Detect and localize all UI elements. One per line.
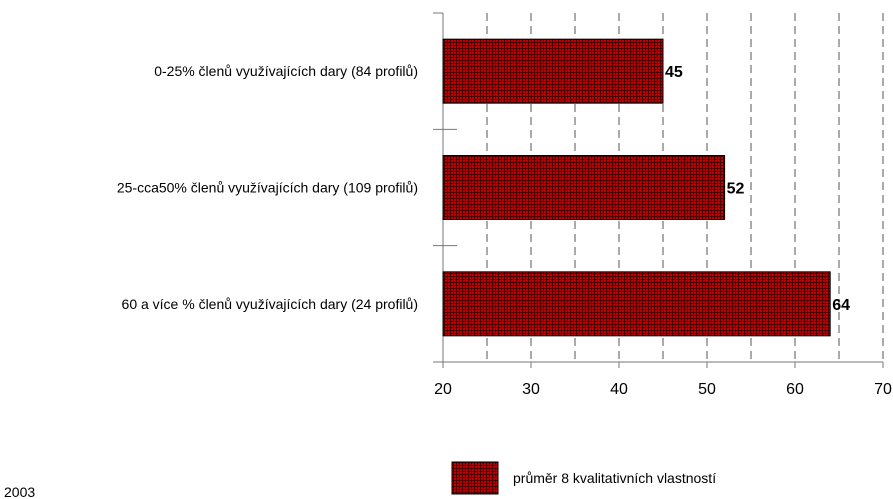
bar: [442, 155, 726, 220]
bars: [442, 38, 831, 337]
data-label: 52: [727, 181, 745, 198]
bar: [442, 271, 831, 337]
x-tick-label: 40: [610, 381, 628, 398]
x-tick-label: 60: [786, 381, 804, 398]
x-tick-label: 70: [874, 381, 892, 398]
data-label: 64: [832, 297, 850, 314]
category-label: 25-cca50% členů využívajících dary (109 …: [117, 180, 418, 196]
legend: průměr 8 kvalitativních vlastností: [451, 461, 716, 495]
data-label: 45: [665, 64, 683, 81]
x-tick-label: 20: [434, 381, 452, 398]
category-labels: 0-25% členů využívajících dary (84 profi…: [117, 63, 418, 312]
legend-swatch: [451, 461, 499, 495]
data-labels: 45 52 64: [665, 64, 850, 314]
x-tick-label: 30: [522, 381, 540, 398]
category-label: 60 a více % členů využívajících dary (24…: [122, 296, 418, 312]
x-tick-labels: 20 30 40 50 60 70: [434, 381, 892, 398]
x-tick-label: 50: [698, 381, 716, 398]
legend-label: průměr 8 kvalitativních vlastností: [513, 470, 716, 486]
category-label: 0-25% členů využívajících dary (84 profi…: [154, 63, 418, 79]
bar: [442, 38, 664, 104]
footnote-text: 2003: [4, 484, 35, 499]
